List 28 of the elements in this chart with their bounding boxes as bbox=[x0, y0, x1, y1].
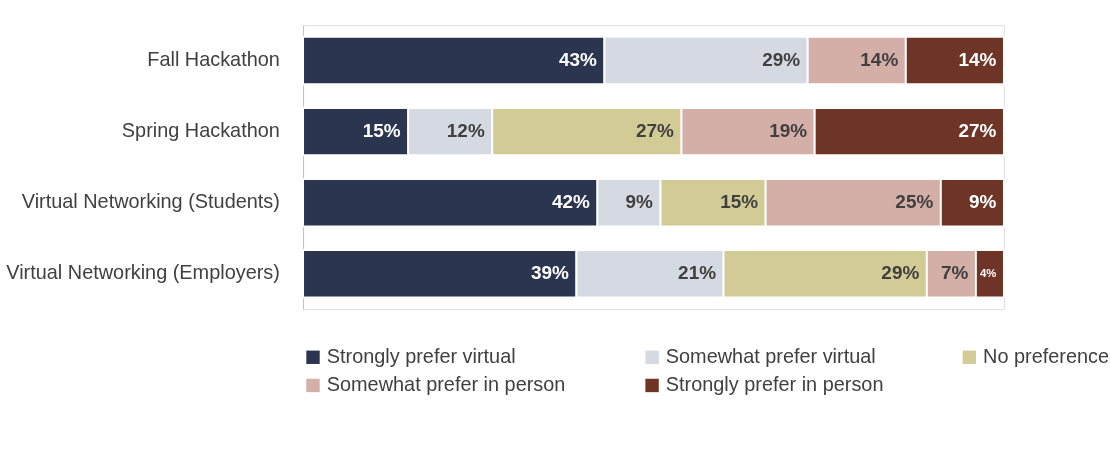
data-label: 27% bbox=[636, 120, 675, 142]
data-label: 29% bbox=[762, 49, 801, 71]
y-tick-label: Virtual Networking (Employers) bbox=[6, 261, 280, 284]
legend-label: No preference bbox=[983, 344, 1110, 367]
data-label: 15% bbox=[362, 120, 401, 142]
data-label: 9% bbox=[625, 191, 654, 213]
data-label: 43% bbox=[558, 49, 598, 71]
legend-label: Strongly prefer in person bbox=[665, 373, 884, 396]
data-label: 14% bbox=[958, 49, 997, 71]
data-label: 9% bbox=[968, 191, 997, 213]
data-label: 15% bbox=[720, 191, 759, 213]
data-label: 14% bbox=[860, 49, 899, 71]
data-label: 4% bbox=[979, 267, 997, 280]
data-label: 27% bbox=[958, 120, 997, 142]
y-tick-label: Virtual Networking (Students) bbox=[21, 190, 280, 213]
data-label: 19% bbox=[769, 120, 808, 142]
data-label: 25% bbox=[895, 191, 934, 213]
legend-label: Somewhat prefer virtual bbox=[665, 344, 876, 367]
y-tick-label: Spring Hackathon bbox=[121, 119, 280, 142]
data-label: 42% bbox=[551, 191, 591, 213]
data-label: 12% bbox=[446, 120, 485, 142]
y-tick-label: Fall Hackathon bbox=[147, 48, 280, 71]
data-label: 29% bbox=[881, 262, 920, 284]
legend-label: Somewhat prefer in person bbox=[326, 373, 566, 396]
data-label: 39% bbox=[530, 262, 569, 284]
legend-label: Strongly prefer virtual bbox=[326, 344, 516, 367]
data-label: 7% bbox=[940, 262, 969, 284]
data-label: 21% bbox=[678, 262, 717, 284]
